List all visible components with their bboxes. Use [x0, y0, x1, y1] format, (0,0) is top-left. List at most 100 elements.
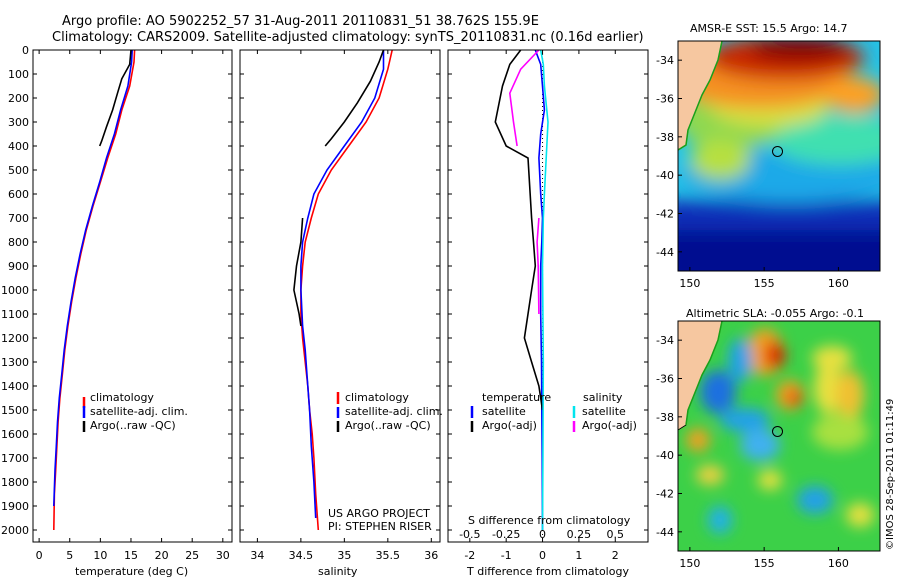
map-x-tick-label: 150 — [679, 277, 700, 290]
legend-label-s-argo: Argo(-adj) — [582, 419, 637, 432]
depth-tick-label: 1700 — [1, 452, 29, 465]
legend-temperature-title: temperature — [482, 391, 551, 404]
series-argo-raw-qc- — [324, 50, 385, 147]
sst-map-ticks: 150 155 160 -34 -36 -38 -40 -42 -44 — [656, 54, 849, 290]
difference-depth-ticks — [448, 49, 648, 531]
temperature-depth-ticks: 0 100 200 300 400 500 600 700 800 900 1000 1100 1200… — [1, 44, 232, 537]
map-y-tick-label: -42 — [656, 488, 674, 501]
series-s-satellite — [539, 50, 549, 531]
legend-label-satellite: satellite-adj. clim. — [90, 405, 188, 418]
depth-tick-label: 1900 — [1, 500, 29, 513]
x-tick-label: 35 — [337, 549, 351, 562]
s-tick-label: -0.25 — [492, 528, 520, 541]
map-y-tick-label: -42 — [656, 208, 674, 221]
pi-annotation: PI: STEPHEN RISER — [328, 520, 432, 533]
difference-panel: -2 -1 0 1 2 -0.5 -0.25 0 0.25 0.5 S difference f… — [447, 49, 649, 578]
depth-tick-label: 1100 — [1, 308, 29, 321]
map-x-tick-label: 155 — [754, 277, 775, 290]
salinity-panel: 34 34.5 35 35.5 36 salinity climatology sate… — [239, 49, 443, 578]
temperature-xlabel: temperature (deg C) — [75, 565, 188, 578]
map-x-tick-label: 160 — [828, 277, 849, 290]
x-tick-label: 34.5 — [289, 549, 314, 562]
map-y-tick-label: -40 — [656, 449, 674, 462]
series-s-argo-adj- — [508, 50, 540, 147]
s-tick-label: 0 — [539, 528, 546, 541]
depth-tick-label: 1500 — [1, 404, 29, 417]
difference-axes-frame — [447, 49, 649, 543]
temperature-series — [53, 50, 136, 531]
sst-map-field — [678, 41, 880, 271]
legend-label-t-argo: Argo(-adj) — [482, 419, 537, 432]
depth-tick-label: 600 — [8, 188, 29, 201]
x-tick-label: 1 — [575, 549, 582, 562]
depth-tick-label: 1600 — [1, 428, 29, 441]
legend-label-argo: Argo(..raw -QC) — [345, 419, 431, 432]
depth-tick-label: 200 — [8, 92, 29, 105]
depth-tick-label: 2000 — [1, 524, 29, 537]
salinity-axes-frame — [239, 49, 441, 543]
x-tick-label: 10 — [93, 549, 107, 562]
depth-tick-label: 100 — [8, 68, 29, 81]
series-argo-deep — [293, 217, 304, 327]
temperature-x-ticks: 0 5 10 15 20 25 30 — [36, 50, 230, 562]
temperature-panel: 0100200300400500600700800900100011001200… — [1, 44, 233, 578]
series-satellite-adj-clim- — [53, 50, 133, 507]
sla-argo-marker — [772, 425, 784, 437]
sla-map-panel: Altimetric SLA: -0.055 Argo: -0.1 — [656, 307, 881, 570]
salinity-legend: climatology satellite-adj. clim. Argo(..… — [336, 391, 443, 432]
x-tick-label: -2 — [464, 549, 475, 562]
map-x-tick-label: 160 — [828, 557, 849, 570]
sst-argo-marker — [772, 145, 784, 157]
x-tick-label: 25 — [185, 549, 199, 562]
sst-map-title: AMSR-E SST: 15.5 Argo: 14.7 — [690, 22, 848, 35]
temperature-axes-frame — [32, 49, 233, 543]
map-y-tick-label: -34 — [656, 334, 674, 347]
figure-title-line2: Climatology: CARS2009. Satellite-adjuste… — [52, 30, 644, 45]
x-tick-label: 36 — [424, 549, 438, 562]
legend-label-climatology: climatology — [90, 391, 154, 404]
x-tick-label: 2 — [612, 549, 619, 562]
salinity-series — [293, 50, 393, 531]
series-climatology — [53, 50, 136, 531]
legend-label-t-satellite: satellite — [482, 405, 526, 418]
legend-label-s-satellite: satellite — [582, 405, 626, 418]
difference-s-ticks: -0.5 -0.25 0 0.25 0.5 — [459, 528, 624, 541]
sla-map-title: Altimetric SLA: -0.055 Argo: -0.1 — [686, 307, 864, 320]
x-tick-label: 34 — [250, 549, 264, 562]
project-annotation: US ARGO PROJECT — [328, 507, 430, 520]
map-x-tick-label: 155 — [754, 557, 775, 570]
map-y-tick-label: -34 — [656, 54, 674, 67]
sla-map-frame — [677, 320, 881, 552]
depth-tick-label: 1800 — [1, 476, 29, 489]
map-y-tick-label: -36 — [656, 373, 674, 386]
series-satellite-adj-clim- — [300, 50, 385, 519]
map-y-tick-label: -44 — [656, 526, 674, 539]
depth-tick-label: 1000 — [1, 284, 29, 297]
legend-label-satellite: satellite-adj. clim. — [345, 405, 443, 418]
depth-tick-label: 700 — [8, 212, 29, 225]
map-y-tick-label: -38 — [656, 411, 674, 424]
x-tick-label: 0 — [36, 549, 43, 562]
depth-tick-label: 300 — [8, 116, 29, 129]
depth-tick-label: 1300 — [1, 356, 29, 369]
sla-map-ticks: 150 155 160 -34 -36 -38 -40 -42 -44 — [656, 334, 849, 570]
x-tick-label: 30 — [216, 549, 230, 562]
legend-label-climatology: climatology — [345, 391, 409, 404]
s-tick-label: -0.5 — [459, 528, 480, 541]
difference-x-ticks: -2 -1 0 1 2 — [464, 50, 619, 562]
difference-s-label: S difference from climatology — [468, 514, 631, 527]
x-tick-label: 15 — [124, 549, 138, 562]
depth-tick-label: 800 — [8, 236, 29, 249]
temperature-legend: climatology satellite-adj. clim. Argo(..… — [82, 391, 188, 432]
s-tick-label: 0.5 — [607, 528, 625, 541]
salinity-depth-ticks — [240, 49, 440, 531]
x-tick-label: 0 — [539, 549, 546, 562]
x-tick-label: -1 — [501, 549, 512, 562]
legend-label-argo: Argo(..raw -QC) — [90, 419, 176, 432]
x-tick-label: 35.5 — [376, 549, 401, 562]
depth-tick-label: 0 — [22, 44, 29, 57]
series-t-argo-adj- — [494, 50, 544, 411]
map-y-tick-label: -40 — [656, 169, 674, 182]
salinity-xlabel: salinity — [318, 565, 358, 578]
legend-salinity-title: salinity — [583, 391, 623, 404]
